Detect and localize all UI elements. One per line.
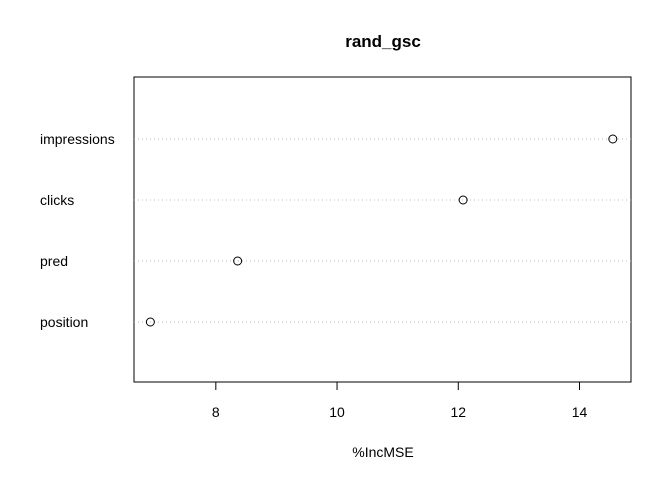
- plot-frame: [133, 76, 632, 383]
- x-tick-label-8: 8: [212, 404, 220, 420]
- category-labels: impressions clicks pred position: [40, 131, 115, 330]
- category-label-impressions: impressions: [40, 131, 115, 147]
- category-label-pred: pred: [40, 253, 68, 269]
- data-point-impressions: [608, 134, 618, 144]
- category-label-position: position: [40, 314, 88, 330]
- data-point-pred: [233, 256, 243, 266]
- x-tick-label-10: 10: [329, 404, 345, 420]
- dotted-guide-lines: [134, 138, 631, 323]
- x-tick-label-12: 12: [450, 404, 466, 420]
- x-axis-label: %IncMSE: [352, 444, 413, 460]
- data-points: [145, 134, 618, 327]
- x-tick-label-14: 14: [572, 404, 588, 420]
- x-axis: 8 10 12 14: [212, 381, 588, 420]
- chart-title: rand_gsc: [345, 32, 421, 51]
- category-label-clicks: clicks: [40, 192, 74, 208]
- data-point-position: [145, 317, 155, 327]
- data-point-clicks: [458, 195, 468, 205]
